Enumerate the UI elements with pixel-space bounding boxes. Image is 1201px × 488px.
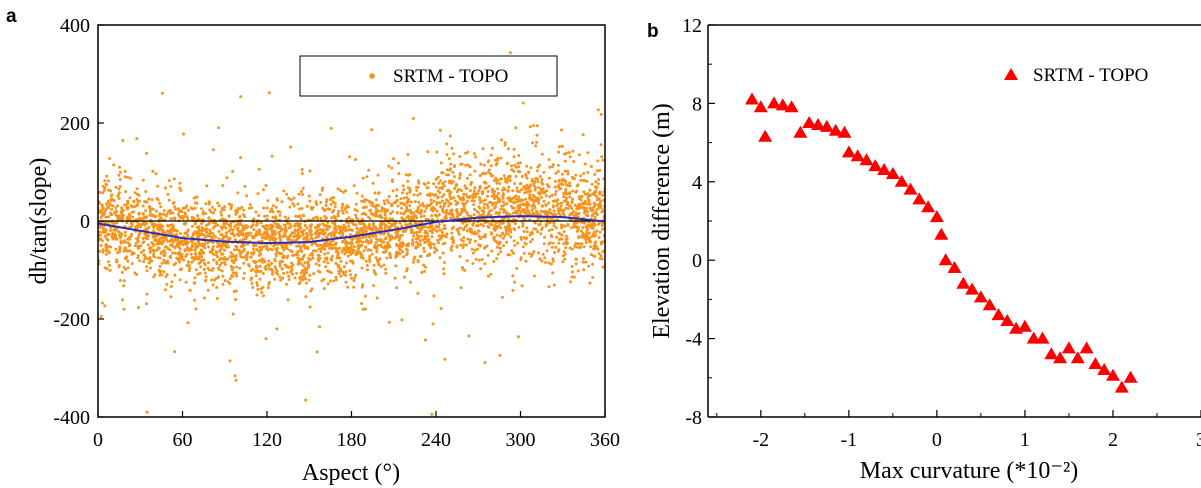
b-triangle-point <box>1106 368 1120 381</box>
b-x-axis-label: Max curvature (*10⁻²) <box>860 458 1078 484</box>
a-y-tick-label: -200 <box>53 309 90 331</box>
a-x-tick-label: 60 <box>173 429 193 451</box>
b-triangle-point <box>841 145 856 158</box>
b-triangle-point <box>982 298 997 311</box>
a-x-ticks: 0 60 120 180 240 300 360 <box>93 411 620 451</box>
b-triangle-point <box>859 153 874 166</box>
b-triangle-point <box>802 116 817 128</box>
b-triangle-point <box>1061 341 1076 354</box>
a-y-ticks: 400 200 0 -200 -400 <box>53 15 104 429</box>
b-legend: SRTM - TOPO <box>1004 65 1148 86</box>
b-triangle-point <box>921 200 936 213</box>
b-triangle-point <box>1123 370 1138 383</box>
b-points-group <box>745 92 1138 393</box>
b-triangle-point <box>828 123 843 136</box>
a-points-group <box>98 51 605 416</box>
b-x-tick-label: 1 <box>1020 429 1030 451</box>
a-x-tick-label: 360 <box>590 429 620 451</box>
a-x-tick-label: 0 <box>93 429 103 451</box>
panel-letter-a: a <box>6 6 17 27</box>
a-y-tick-label: -400 <box>53 407 90 429</box>
b-triangle-point <box>929 210 944 223</box>
b-triangle-point <box>793 125 808 138</box>
b-y-tick-label: -8 <box>685 407 702 429</box>
b-triangle-point <box>934 227 949 240</box>
a-x-tick-label: 240 <box>421 429 451 451</box>
b-y-tick-label: 12 <box>682 15 702 37</box>
a-legend: SRTM - TOPO <box>299 55 558 97</box>
panel-letter-b: b <box>647 21 659 42</box>
b-y-axis-label: Elevation difference (m) <box>649 103 675 338</box>
b-legend-marker <box>1004 68 1018 80</box>
b-triangle-point <box>767 96 781 109</box>
b-triangle-point <box>1044 347 1059 360</box>
b-triangle-point <box>965 282 980 295</box>
b-triangle-point <box>745 92 759 105</box>
b-x-tick-label: 0 <box>932 429 942 451</box>
b-y-tick-label: -4 <box>685 329 702 351</box>
b-triangle-point <box>775 98 790 111</box>
b-triangle-point <box>758 129 773 142</box>
a-y-tick-label: 0 <box>80 211 90 233</box>
a-y-tick-label: 400 <box>60 15 90 37</box>
b-x-ticks: -2 -1 0 1 2 3 <box>716 410 1201 451</box>
b-x-tick-label: 2 <box>1108 429 1118 451</box>
b-triangle-point <box>1114 380 1129 393</box>
a-legend-label: SRTM - TOPO <box>393 66 508 87</box>
b-triangle-point <box>1026 331 1041 344</box>
b-x-tick-label: -2 <box>752 429 769 451</box>
b-triangle-point <box>1088 357 1103 370</box>
a-legend-box <box>299 55 558 97</box>
b-triangle-point <box>1000 314 1015 326</box>
a-y-tick-label: 200 <box>60 113 90 135</box>
b-triangle-point <box>1097 363 1112 375</box>
b-triangle-point <box>1035 331 1050 344</box>
b-triangle-point <box>1017 319 1032 332</box>
b-triangle-point <box>885 167 900 179</box>
b-triangle-point <box>837 125 852 138</box>
b-triangle-point <box>956 276 971 289</box>
b-triangle-point <box>938 253 953 266</box>
panel-a: a 0 60 120 180 240 300 360 400 200 0 -200 -400 Asp… <box>6 6 620 486</box>
b-triangle-point <box>1053 351 1068 364</box>
b-triangle-point <box>850 149 865 162</box>
a-x-tick-label: 180 <box>337 429 367 451</box>
b-triangle-point <box>784 100 799 113</box>
a-fit-curve <box>98 215 605 245</box>
b-triangle-point <box>903 182 918 195</box>
b-triangle-point <box>894 174 909 187</box>
b-triangle-point <box>991 308 1006 321</box>
a-y-axis-label: dh/tan(slope) <box>26 158 52 285</box>
b-x-tick-label: 3 <box>1196 429 1201 451</box>
b-triangle-point <box>1070 351 1085 364</box>
b-triangle-point <box>811 118 825 130</box>
b-y-ticks: 12 8 4 0 -4 -8 <box>682 15 715 429</box>
b-triangle-point <box>1079 341 1094 354</box>
b-legend-label: SRTM - TOPO <box>1033 65 1148 86</box>
a-x-axis-label: Aspect (°) <box>302 460 400 486</box>
a-x-tick-label: 300 <box>506 429 536 451</box>
b-triangle-point <box>912 192 927 205</box>
a-scatter-points <box>98 51 605 416</box>
b-triangle-point <box>753 100 768 113</box>
b-triangle-point <box>973 290 988 303</box>
b-triangle-point <box>819 119 834 132</box>
a-x-tick-label: 120 <box>252 429 282 451</box>
b-x-tick-label: -1 <box>841 429 858 451</box>
b-y-tick-label: 4 <box>692 172 702 194</box>
b-y-tick-label: 0 <box>692 250 702 272</box>
b-y-tick-label: 8 <box>692 93 702 115</box>
b-triangle-point <box>868 159 883 172</box>
a-legend-marker <box>369 73 375 79</box>
b-triangle-point <box>877 163 892 175</box>
b-triangle-point <box>947 261 962 273</box>
